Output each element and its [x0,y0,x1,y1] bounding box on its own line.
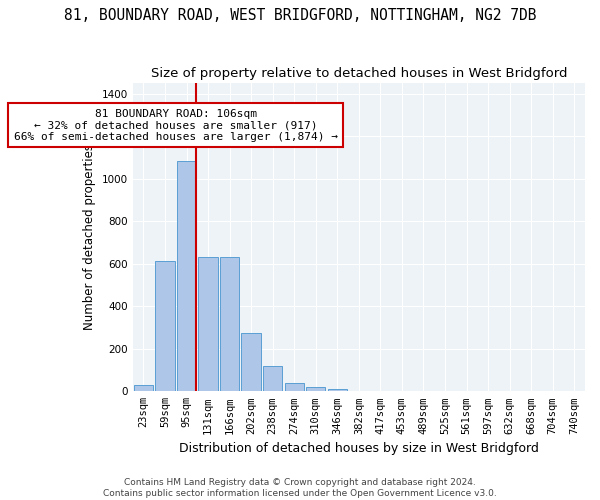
Title: Size of property relative to detached houses in West Bridgford: Size of property relative to detached ho… [151,68,567,80]
Bar [241,333,261,392]
Text: Contains HM Land Registry data © Crown copyright and database right 2024.
Contai: Contains HM Land Registry data © Crown c… [103,478,497,498]
Bar [155,260,175,392]
Bar [306,386,325,392]
Bar [263,366,283,392]
Bar [177,160,196,392]
Bar [328,389,347,392]
Text: 81, BOUNDARY ROAD, WEST BRIDGFORD, NOTTINGHAM, NG2 7DB: 81, BOUNDARY ROAD, WEST BRIDGFORD, NOTTI… [64,8,536,22]
Bar [199,258,218,392]
Bar [134,385,153,392]
Text: 81 BOUNDARY ROAD: 106sqm
← 32% of detached houses are smaller (917)
66% of semi-: 81 BOUNDARY ROAD: 106sqm ← 32% of detach… [14,108,338,142]
Bar [284,383,304,392]
X-axis label: Distribution of detached houses by size in West Bridgford: Distribution of detached houses by size … [179,442,539,455]
Bar [220,258,239,392]
Y-axis label: Number of detached properties: Number of detached properties [83,144,96,330]
